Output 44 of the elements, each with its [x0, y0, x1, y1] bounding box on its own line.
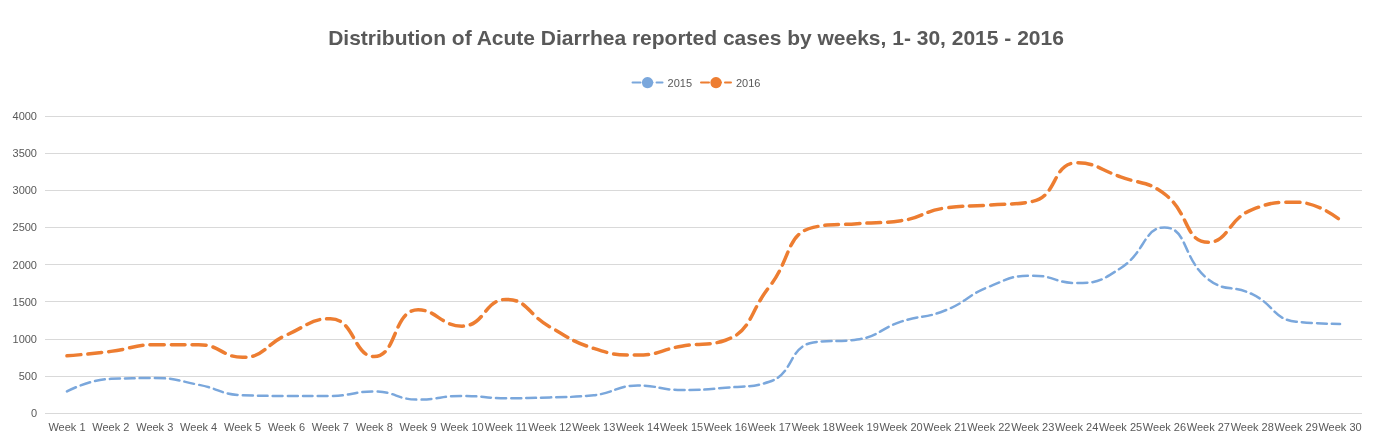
x-tick-label: Week 17: [747, 420, 791, 433]
x-tick-label: Week 29: [1274, 420, 1318, 433]
x-tick-label: Week 1: [48, 420, 86, 433]
x-tick-label: Week 9: [399, 420, 437, 433]
x-tick-label: Week 11: [484, 420, 528, 433]
x-tick-label: Week 27: [1186, 420, 1230, 433]
y-tick-label: 3500: [12, 147, 37, 160]
x-tick-label: Week 16: [703, 420, 748, 433]
x-tick-label: Week 14: [616, 420, 660, 433]
x-tick-label: Week 26: [1142, 420, 1187, 433]
x-tick-label: Week 15: [659, 420, 704, 433]
x-tick-label: Week 5: [224, 420, 262, 433]
legend-label: 2016: [736, 76, 761, 89]
x-tick-label: Week 19: [835, 420, 879, 433]
y-tick-label: 2500: [12, 221, 37, 234]
x-tick-label: Week 22: [967, 420, 1011, 433]
x-tick-label: Week 23: [1011, 420, 1055, 433]
y-tick-label: 1500: [12, 295, 37, 308]
y-tick-label: 2000: [12, 258, 37, 271]
x-tick-label: Week 4: [180, 420, 218, 433]
x-tick-label: Week 10: [440, 420, 484, 433]
x-tick-label: Week 18: [791, 420, 835, 433]
x-tick-label: Week 28: [1230, 420, 1274, 433]
y-tick-label: 3000: [12, 184, 37, 197]
y-tick-label: 1000: [12, 332, 37, 345]
line-series: [65, 161, 1342, 360]
x-tick-label: Week 7: [311, 420, 349, 433]
x-tick-label: Week 30: [1318, 420, 1362, 433]
x-tick-label: Week 21: [923, 420, 967, 433]
x-tick-label: Week 2: [92, 420, 130, 433]
x-tick-label: Week 13: [572, 420, 616, 433]
y-tick-label: 4000: [12, 110, 37, 122]
x-tick-label: Week 25: [1098, 420, 1143, 433]
x-tick-label: Week 20: [879, 420, 923, 433]
x-tick-label: Week 24: [1055, 420, 1099, 433]
x-tick-label: Week 8: [355, 420, 393, 433]
x-tick-label: Week 6: [267, 420, 305, 433]
x-tick-label: Week 3: [136, 420, 174, 433]
y-tick-label: 500: [18, 369, 37, 382]
y-tick-label: 0: [30, 407, 37, 419]
chart-title: Distribution of Acute Diarrhea reported cases by weeks, 1- 30, 2015 - 2016: [328, 26, 1064, 49]
line-series: [65, 226, 1342, 401]
x-tick-label: Week 12: [528, 420, 572, 433]
legend-label: 2015: [667, 76, 693, 89]
